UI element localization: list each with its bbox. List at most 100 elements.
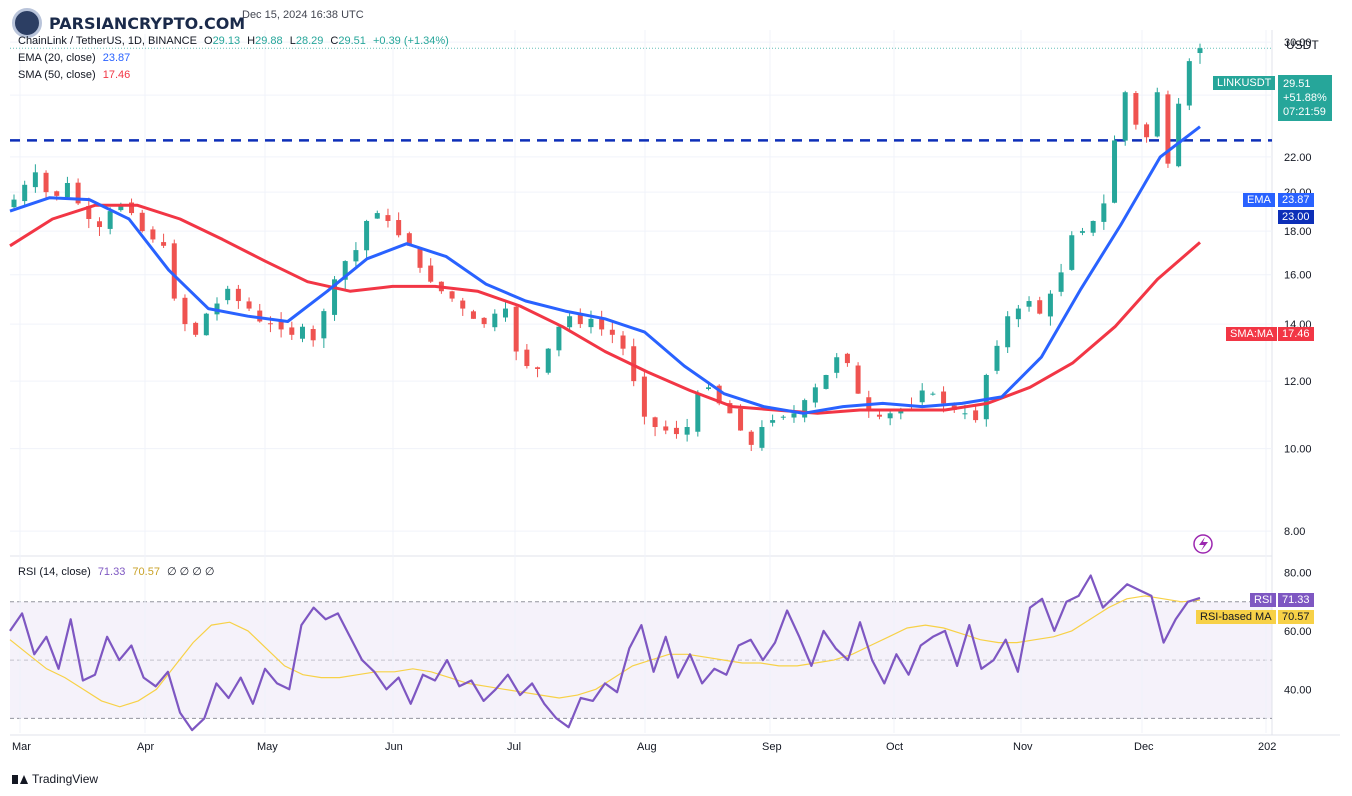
candle-body xyxy=(941,391,947,404)
candle-body xyxy=(502,308,508,318)
candle-body xyxy=(684,427,690,435)
candle-body xyxy=(567,316,573,328)
candle-body xyxy=(75,182,81,204)
candle-body xyxy=(1154,92,1160,137)
candle-body xyxy=(652,417,658,428)
candle-body xyxy=(1112,140,1118,203)
rsi-band-fill xyxy=(10,601,1272,719)
candle-body xyxy=(1079,231,1085,233)
price-tick-label: 22.00 xyxy=(1284,152,1312,164)
price-tick-label: 30.00 xyxy=(1284,37,1312,49)
candle-body xyxy=(513,306,519,352)
rsi-ma-value-tag: 70.57 xyxy=(1278,610,1314,624)
symbol-line: ChainLink / TetherUS, 1D, BINANCE xyxy=(18,35,197,47)
rsi-tag: RSI xyxy=(1250,593,1277,607)
time-tick-label: Dec xyxy=(1134,741,1154,753)
rsi-tick-label: 80.00 xyxy=(1284,568,1312,580)
candle-body xyxy=(193,322,199,335)
rsi-legend-value: 71.33 xyxy=(97,566,126,578)
candle-body xyxy=(1122,92,1128,141)
lightning-icon-ring xyxy=(1193,534,1213,554)
rsi-legend-extra: ∅ ∅ ∅ ∅ xyxy=(167,566,215,578)
candle-body xyxy=(930,393,936,395)
candle-body xyxy=(203,313,209,336)
candle-body xyxy=(43,172,49,193)
candle-body xyxy=(780,416,786,418)
candle-body xyxy=(641,376,647,417)
candle-body xyxy=(727,403,733,414)
moving-averages xyxy=(9,125,1201,415)
rsi-pane-background xyxy=(10,558,1272,733)
alert-lightning-icon xyxy=(1193,534,1213,554)
level-price-tag: 23.00 xyxy=(1278,210,1314,224)
candle-body xyxy=(1037,300,1043,314)
candle-body xyxy=(1176,103,1182,167)
candle-body xyxy=(86,205,92,219)
ohlc-change: +0.39 (+1.34%) xyxy=(372,35,449,47)
rsi-tick-label: 40.00 xyxy=(1284,684,1312,696)
candle-body xyxy=(609,329,615,335)
candle-body xyxy=(524,349,530,367)
price-axis-unit: USDT xyxy=(1286,38,1319,52)
candle-body xyxy=(107,211,113,229)
candle-body xyxy=(492,313,498,328)
candle-body xyxy=(1186,61,1192,106)
candle-body xyxy=(716,385,722,404)
candle-body xyxy=(1005,316,1011,348)
candle-body xyxy=(962,413,968,415)
candle-body xyxy=(417,248,423,268)
candle-body xyxy=(406,233,412,246)
candle-body xyxy=(887,413,893,419)
candle-body xyxy=(876,414,882,417)
candle-body xyxy=(470,311,476,319)
candle-body xyxy=(278,320,284,330)
logo-text: PARSIANCRYPTO.COM xyxy=(46,12,249,34)
candle-body xyxy=(738,408,744,431)
rsi-ma-tag: RSI-based MA xyxy=(1196,610,1276,624)
candle-body xyxy=(599,318,605,330)
candle-body xyxy=(759,427,765,448)
price-tick-label: 10.00 xyxy=(1284,444,1312,456)
candle-body xyxy=(844,353,850,364)
candle-body xyxy=(695,393,701,432)
candle-body xyxy=(310,329,316,341)
symbol-tag: LINKUSDT xyxy=(1213,76,1276,90)
time-tick-label: Jun xyxy=(385,741,403,753)
candle-body xyxy=(631,346,637,382)
candle-body xyxy=(823,375,829,389)
tradingview-logo-icon xyxy=(12,774,28,784)
candle-body xyxy=(11,199,17,208)
candle-body xyxy=(481,317,487,325)
bar-countdown: 07:21:59 xyxy=(1283,106,1326,118)
candle-body xyxy=(32,172,38,188)
candle-body xyxy=(1133,93,1139,125)
ema-tag: EMA xyxy=(1243,193,1275,207)
candle-body xyxy=(620,335,626,349)
ema-legend[interactable]: EMA (20, close) 23.87 xyxy=(18,52,134,64)
candle-body xyxy=(973,410,979,421)
candle-body xyxy=(129,202,135,214)
candle-body xyxy=(385,215,391,221)
candle-body xyxy=(182,297,188,325)
price-tick-label: 12.00 xyxy=(1284,376,1312,388)
ohlc-low: L28.29 xyxy=(289,35,324,47)
last-price-tag: 29.51 +51.88% 07:21:59 xyxy=(1278,75,1332,121)
candle-body xyxy=(673,427,679,435)
candle-body xyxy=(321,311,327,339)
tradingview-brand[interactable]: TradingView xyxy=(12,772,98,786)
last-price-value: 29.51 xyxy=(1283,78,1311,90)
candle-body xyxy=(267,323,273,325)
sma-legend[interactable]: SMA (50, close) 17.46 xyxy=(18,69,134,81)
candle-body xyxy=(1026,301,1032,307)
rsi-legend[interactable]: RSI (14, close) 71.33 70.57 ∅ ∅ ∅ ∅ xyxy=(18,565,219,578)
ohlc-open: O29.13 xyxy=(204,35,241,47)
rsi-ma-legend-value: 70.57 xyxy=(132,566,160,578)
candle-body xyxy=(1058,272,1064,292)
axes: 30.0026.0022.0020.0018.0016.0014.0012.00… xyxy=(12,37,1319,753)
candle-body xyxy=(812,387,818,403)
candle-body xyxy=(748,431,754,445)
candle-body xyxy=(246,301,252,309)
candle-body xyxy=(706,387,712,389)
candle-body xyxy=(898,409,904,414)
